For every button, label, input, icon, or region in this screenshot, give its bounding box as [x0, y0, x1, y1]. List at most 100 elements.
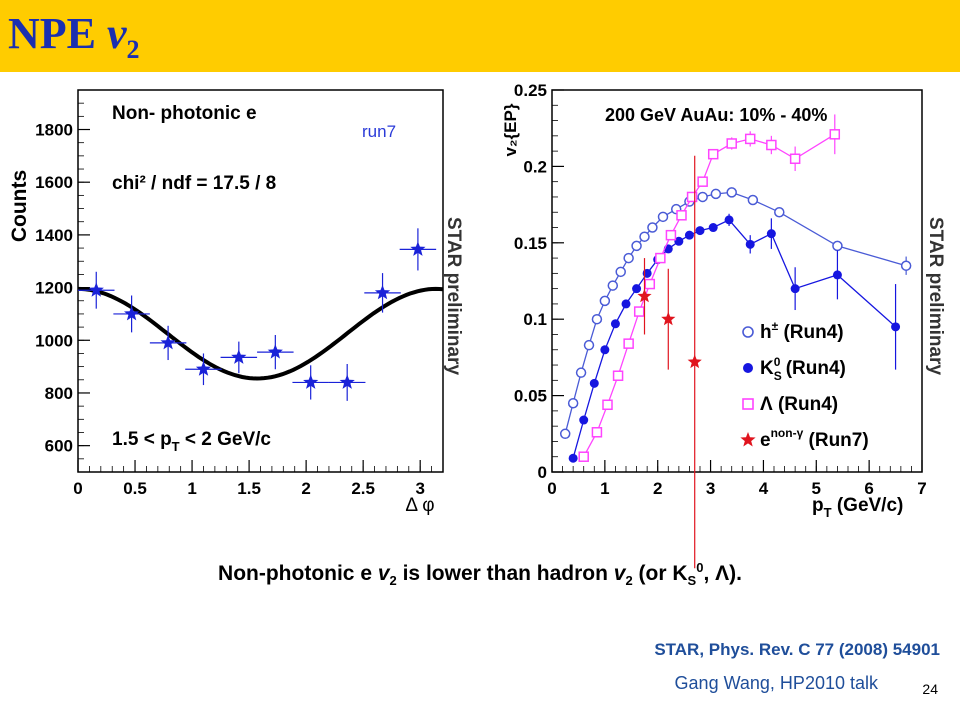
data-point-h [583, 339, 595, 351]
y-tick-label: 600 [45, 437, 73, 456]
data-point-lambda [789, 153, 801, 165]
data-point-star [267, 344, 283, 359]
dphi-annot-3: 1.5 < pT < 2 GeV/c [112, 429, 271, 454]
data-point-lambda [602, 399, 613, 411]
data-point-star [124, 305, 140, 321]
data-point-lambda [591, 427, 603, 438]
x-tick-label: 7 [917, 479, 926, 498]
slide-title: NPE v2 [8, 8, 140, 76]
dphi-annot-1: Non- photonic e [112, 103, 257, 124]
x-tick-label: 4 [759, 479, 769, 498]
data-point-h [697, 191, 708, 203]
data-point-k0s [632, 284, 642, 294]
y-tick-label: 0.15 [514, 234, 547, 253]
plot-frame [551, 89, 923, 473]
data-point-k0s [766, 229, 776, 239]
y-tick-label: 0 [538, 463, 547, 482]
x-tick-label: 6 [864, 479, 873, 498]
series-line [564, 191, 907, 434]
data-point-star [195, 361, 212, 376]
talk-credit: Gang Wang, HP2010 talk [674, 673, 878, 693]
data-point-k0s [745, 239, 755, 249]
data-point-lambda [578, 451, 589, 462]
data-point-k0s [708, 223, 718, 233]
data-point-star [339, 374, 355, 389]
data-point-h [599, 295, 611, 307]
data-point-h [900, 260, 912, 271]
data-point-lambda [676, 210, 687, 221]
x-tick-label: 0.5 [123, 479, 147, 498]
legend-marker-k0s [743, 363, 753, 373]
data-point-k0s [621, 299, 631, 309]
reference: STAR, Phys. Rev. C 77 (2008) 54901 [654, 640, 940, 659]
legend-lambda: Λ (Run4) [760, 394, 838, 415]
data-point-h [710, 188, 722, 200]
data-point-lambda [766, 139, 777, 151]
data-point-lambda [612, 370, 624, 381]
dphi-ylabel: Counts [8, 170, 31, 242]
y-tick-label: 1400 [35, 226, 73, 245]
data-point-k0s [695, 226, 705, 236]
data-point-k0s [600, 345, 610, 355]
run-label: run7 [362, 122, 396, 141]
data-point-k0s [610, 319, 620, 329]
data-point-h [559, 428, 571, 440]
v2-ylabel: v₂{EP} [501, 103, 520, 156]
data-point-star [303, 374, 319, 389]
slide-caption: Non-photonic e v2 is lower than hadron v… [218, 560, 742, 589]
legend-h: h± (Run4) [760, 319, 844, 343]
y-tick-label: 1800 [35, 121, 73, 140]
data-point-k0s [568, 453, 578, 463]
title-bar: NPE v2 [0, 0, 960, 72]
x-tick-label: 3 [415, 479, 424, 498]
dphi-xlabel: Δ φ [405, 495, 434, 516]
data-point-lambda [633, 306, 645, 317]
data-point-lambda [644, 278, 656, 290]
data-point-k0s [891, 322, 901, 332]
data-point-h [747, 194, 759, 206]
data-point-h [575, 367, 587, 378]
dphi-annot-2: chi² / ndf = 17.5 / 8 [112, 173, 276, 194]
legend-k0s: KS0 (Run4) [760, 355, 846, 383]
x-tick-label: 0 [547, 479, 556, 498]
data-point-e [687, 354, 702, 369]
title-main: NPE [8, 9, 107, 58]
data-point-star [410, 241, 426, 256]
y-tick-label: 0.1 [523, 310, 547, 329]
data-point-h [623, 252, 634, 264]
data-point-lambda [726, 138, 737, 149]
data-point-star [160, 334, 176, 350]
dphi-chart: 0 0.5 1 1.5 2 2.5 360080010001200140016001800 … [8, 89, 464, 516]
data-point-k0s [674, 236, 684, 246]
data-point-e [661, 311, 676, 326]
data-point-h [726, 187, 737, 198]
title-sub: 2 [126, 34, 140, 64]
data-point-star [88, 282, 104, 297]
data-point-k0s [579, 415, 589, 425]
data-point-k0s [589, 378, 599, 388]
dphi-preliminary: STAR preliminary [443, 217, 464, 375]
title-var: v [107, 9, 127, 58]
legend-e: enon-γ (Run7) [760, 426, 869, 451]
v2-legend: h± (Run4) KS0 (Run4) Λ (Run4) enon-γ (Ru… [760, 319, 869, 451]
v2-title: 200 GeV AuAu: 10% - 40% [605, 105, 827, 125]
x-tick-label: 2.5 [351, 479, 375, 498]
v2-preliminary: STAR preliminary [925, 217, 946, 375]
y-tick-label: 0.05 [514, 387, 547, 406]
y-tick-label: 1000 [35, 331, 73, 350]
y-tick-label: 800 [45, 384, 73, 403]
x-tick-label: 0 [73, 479, 82, 498]
data-point-lambda [697, 176, 708, 187]
data-point-h [647, 222, 658, 233]
legend-marker-e [740, 432, 756, 447]
data-point-lambda [829, 129, 841, 140]
data-point-star [231, 349, 247, 364]
x-tick-label: 1 [187, 479, 196, 498]
plot-frame [77, 89, 444, 473]
x-tick-label: 2 [653, 479, 662, 498]
data-point-h [832, 240, 843, 252]
data-point-h [607, 280, 619, 291]
data-point-h [567, 397, 579, 409]
x-tick-label: 2 [301, 479, 310, 498]
data-point-k0s [790, 284, 800, 294]
